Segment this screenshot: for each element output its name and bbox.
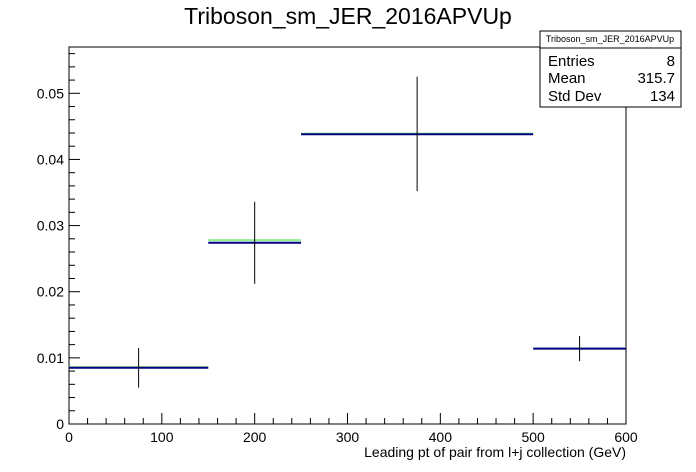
- chart-title: Triboson_sm_JER_2016APVUp: [184, 3, 512, 29]
- x-tick-label: 600: [614, 429, 638, 445]
- y-tick-label: 0.01: [37, 350, 64, 366]
- y-axis: 0 0.01 0.02 0.03 0.04 0.05: [37, 53, 80, 432]
- stats-stddev-label: Std Dev: [548, 88, 602, 105]
- y-tick-label: 0.03: [37, 218, 64, 234]
- stats-box-title: Triboson_sm_JER_2016APVUp: [546, 34, 674, 44]
- y-tick-label: 0: [56, 416, 64, 432]
- x-axis-title: Leading pt of pair from l+j collection (…: [364, 444, 626, 460]
- stats-entries-label: Entries: [548, 53, 595, 70]
- histogram-series: [69, 76, 626, 388]
- stats-mean-label: Mean: [548, 70, 586, 87]
- x-axis: 0 100 200 300 400 500 600: [65, 413, 638, 445]
- x-tick-label: 100: [150, 429, 174, 445]
- stats-box-border: [539, 30, 682, 108]
- x-tick-label: 400: [429, 429, 453, 445]
- y-tick-label: 0.02: [37, 284, 64, 300]
- x-tick-label: 200: [243, 429, 267, 445]
- x-tick-label: 0: [65, 429, 73, 445]
- x-tick-label: 500: [521, 429, 545, 445]
- stats-entries-value: 8: [667, 53, 675, 70]
- stats-stddev-value: 134: [650, 88, 675, 105]
- stats-box: Triboson_sm_JER_2016APVUp Entries 8 Mean…: [539, 30, 682, 108]
- stats-mean-value: 315.7: [637, 70, 675, 87]
- x-tick-label: 300: [336, 429, 360, 445]
- y-tick-label: 0.04: [37, 151, 64, 167]
- y-tick-label: 0.05: [37, 85, 64, 101]
